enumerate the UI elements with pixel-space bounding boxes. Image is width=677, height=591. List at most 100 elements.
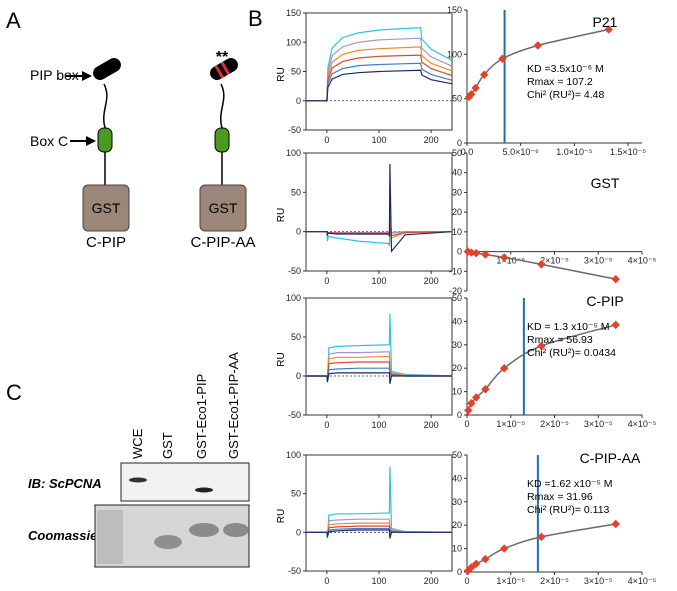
row-label: IB: ScPCNA xyxy=(28,476,102,491)
data-point xyxy=(471,248,481,258)
arrowhead xyxy=(86,136,96,146)
y-tick-label: 0 xyxy=(296,527,301,537)
y-tick-label: 100 xyxy=(286,293,301,303)
y-tick-label: 20 xyxy=(452,363,462,373)
y-tick-label: -50 xyxy=(288,410,301,420)
x-tick-label: 0 xyxy=(324,420,329,430)
y-tick-label: 40 xyxy=(452,168,462,178)
y-tick-label: 100 xyxy=(286,148,301,158)
y-tick-label: -10 xyxy=(449,266,462,276)
y-tick-label: 50 xyxy=(291,332,301,342)
y-tick-label: 0 xyxy=(296,96,301,106)
x-tick-label: 100 xyxy=(371,276,386,286)
data-point xyxy=(499,544,509,553)
lane-label: GST-Eco1-PIP xyxy=(194,374,209,459)
x-tick-label: 4×10⁻⁵ xyxy=(628,256,657,266)
x-tick-label: 1×10⁻⁵ xyxy=(496,419,525,429)
x-tick-label: 2×10⁻⁵ xyxy=(540,576,569,586)
row-label: Coomassie xyxy=(28,528,97,543)
annotation: Rmax = 107.2 xyxy=(527,76,593,88)
data-point xyxy=(467,399,476,408)
y-axis-label: RU xyxy=(276,67,287,81)
mutation-marker: ** xyxy=(216,49,229,66)
x-tick-label: 4×10⁻⁵ xyxy=(628,576,657,586)
x-tick-label: 4×10⁻⁵ xyxy=(628,419,657,429)
x-tick-label: 200 xyxy=(424,135,439,145)
y-tick-label: 100 xyxy=(286,37,301,47)
x-tick-label: 5.0×10⁻⁶ xyxy=(503,147,540,157)
data-point xyxy=(498,54,507,64)
band xyxy=(195,487,213,493)
x-tick-label: 0.0 xyxy=(461,147,474,157)
data-point xyxy=(471,83,480,93)
gst-box xyxy=(82,184,130,232)
data-point xyxy=(499,253,509,262)
data-point xyxy=(537,260,546,269)
panel-label: C xyxy=(6,380,22,405)
y-tick-label: 30 xyxy=(452,497,462,507)
data-point xyxy=(533,41,543,50)
y-tick-label: 50 xyxy=(291,489,301,499)
lane-smear xyxy=(97,510,123,564)
y-tick-label: 20 xyxy=(452,207,462,217)
band xyxy=(189,523,219,537)
x-tick-label: 2×10⁻⁵ xyxy=(540,419,569,429)
y-tick-label: 10 xyxy=(452,387,462,397)
x-tick-label: 1×10⁻⁵ xyxy=(496,576,525,586)
x-tick-label: 3×10⁻⁵ xyxy=(584,576,613,586)
y-tick-label: 30 xyxy=(452,187,462,197)
gst-label: GST xyxy=(209,200,238,216)
y-tick-label: 50 xyxy=(452,148,462,158)
chart-title: P21 xyxy=(593,14,618,30)
y-tick-label: -20 xyxy=(449,286,462,296)
annotation: KD =1.62 x10⁻⁵ M xyxy=(527,478,612,490)
lane-label: WCE xyxy=(130,428,145,459)
sensorgram-line xyxy=(306,372,452,384)
y-axis-label: RU xyxy=(276,509,287,523)
gst-box xyxy=(199,184,247,232)
data-point xyxy=(471,559,481,569)
y-tick-label: 40 xyxy=(452,316,462,326)
annotation: Rmax = 31.96 xyxy=(527,491,593,503)
x-tick-label: 200 xyxy=(424,276,439,286)
y-tick-label: -50 xyxy=(288,566,301,576)
y-tick-label: 150 xyxy=(447,5,462,15)
data-point xyxy=(611,320,620,330)
band xyxy=(223,523,249,537)
x-tick-label: 0 xyxy=(324,276,329,286)
y-tick-label: 50 xyxy=(452,94,462,104)
x-tick-label: 1.5×10⁻⁵ xyxy=(610,147,647,157)
y-tick-label: 40 xyxy=(452,473,462,483)
chart-title: C-PIP-AA xyxy=(580,450,641,466)
x-tick-label: 3×10⁻⁵ xyxy=(584,256,613,266)
data-point xyxy=(537,341,546,351)
data-point xyxy=(481,554,490,564)
annotation: Chi² (RU²)= 0.0434 xyxy=(527,347,616,359)
x-tick-label: 1.0×10⁻⁵ xyxy=(556,147,593,157)
pip-box-label: PIP box xyxy=(30,67,79,83)
x-tick-label: 200 xyxy=(424,420,439,430)
data-point xyxy=(471,393,481,402)
arrowhead xyxy=(82,71,92,81)
annotation: Chi² (RU²)= 0.113 xyxy=(527,504,610,516)
sensorgram-line xyxy=(306,69,453,102)
y-tick-label: 0 xyxy=(296,371,301,381)
data-point xyxy=(611,274,620,284)
x-tick-label: 100 xyxy=(371,420,386,430)
y-tick-label: 0 xyxy=(457,410,462,420)
annotation: KD =3.5x10⁻⁶ M xyxy=(527,63,604,75)
sensorgram-line xyxy=(306,466,453,539)
data-point xyxy=(479,70,489,79)
annotation: Rmax = 56.93 xyxy=(527,334,593,346)
y-tick-label: -50 xyxy=(288,125,301,135)
gst-label: GST xyxy=(92,200,121,216)
y-tick-label: 100 xyxy=(286,450,301,460)
x-tick-label: 0 xyxy=(324,135,329,145)
y-tick-label: 50 xyxy=(452,293,462,303)
band xyxy=(129,477,147,483)
lane-label: GST xyxy=(160,432,175,459)
chart-title: GST xyxy=(591,175,620,191)
panel-label: B xyxy=(248,6,263,31)
plot-frame xyxy=(305,152,453,272)
panel-label: A xyxy=(6,8,21,33)
